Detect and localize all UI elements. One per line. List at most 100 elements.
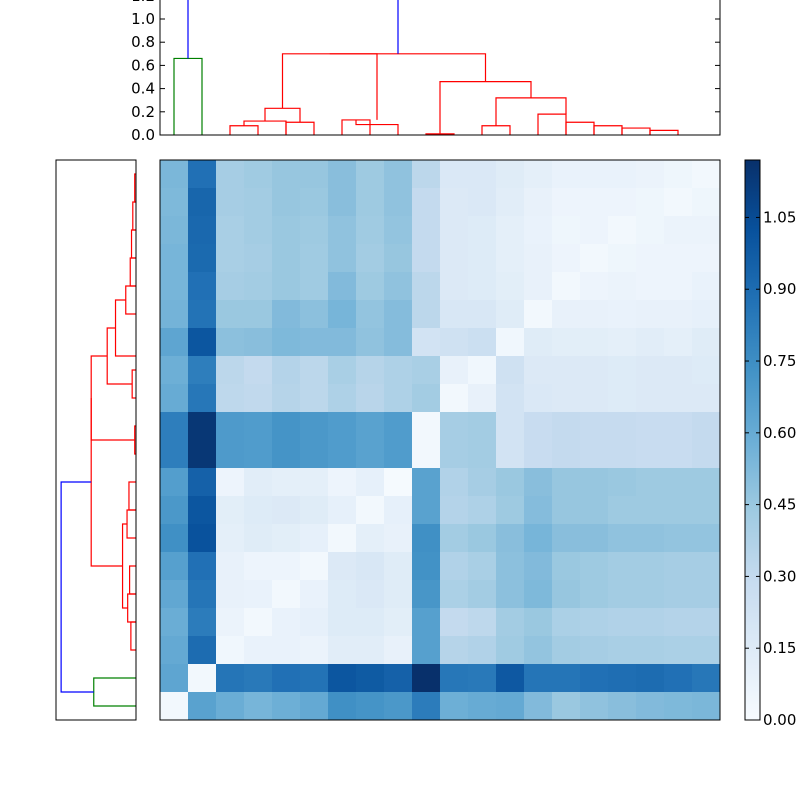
heatmap-cell <box>160 412 189 441</box>
heatmap-cell <box>300 468 329 497</box>
heatmap-cell <box>608 356 637 385</box>
heatmap-cell <box>160 244 189 273</box>
heatmap-cell <box>524 552 553 581</box>
heatmap-cell <box>244 244 273 273</box>
heatmap-cell <box>552 328 581 357</box>
heatmap-cell <box>356 524 385 553</box>
top-dendrogram: 0.0 0.2 0.4 0.6 0.8 1.0 1.2 <box>131 0 721 144</box>
heatmap-cell <box>244 608 273 637</box>
heatmap-cell <box>188 468 217 497</box>
heatmap-cell <box>328 636 357 665</box>
heatmap-cell <box>216 552 245 581</box>
heatmap-cell <box>216 328 245 357</box>
heatmap-cell <box>300 496 329 525</box>
heatmap-cell <box>496 524 525 553</box>
heatmap-cell <box>300 412 329 441</box>
heatmap-cell <box>160 188 189 217</box>
left-dendrogram-frame <box>55 159 137 721</box>
heatmap-cell <box>272 188 301 217</box>
heatmap-cell <box>608 160 637 189</box>
heatmap-cell <box>552 216 581 245</box>
heatmap-cell <box>412 608 441 637</box>
heatmap-cell <box>636 636 665 665</box>
heatmap-cell <box>328 216 357 245</box>
heatmap-cell <box>300 300 329 329</box>
heatmap-cell <box>552 496 581 525</box>
heatmap-cell <box>300 524 329 553</box>
colorbar-tick-label: 0.30 <box>763 567 796 585</box>
heatmap-cell <box>664 412 693 441</box>
heatmap-cell <box>636 524 665 553</box>
heatmap-cell <box>552 440 581 469</box>
heatmap-cell <box>384 580 413 609</box>
heatmap-cell <box>552 552 581 581</box>
top-dendrogram-ytick-label: 0.4 <box>131 80 155 98</box>
heatmap-cell <box>468 160 497 189</box>
heatmap-cell <box>580 356 609 385</box>
heatmap-cell <box>552 664 581 693</box>
heatmap-cell <box>356 188 385 217</box>
heatmap-cell <box>412 664 441 693</box>
heatmap-cell <box>664 356 693 385</box>
heatmap-cell <box>412 580 441 609</box>
heatmap-cell <box>356 468 385 497</box>
heatmap-cell <box>440 384 469 413</box>
heatmap-cell <box>216 440 245 469</box>
heatmap-cell <box>524 188 553 217</box>
heatmap-cell <box>440 692 469 721</box>
heatmap-cell <box>384 468 413 497</box>
heatmap-cell <box>160 608 189 637</box>
heatmap-cell <box>580 496 609 525</box>
top-dendrogram-link <box>187 0 399 59</box>
heatmap-cell <box>412 524 441 553</box>
heatmap-cell <box>580 160 609 189</box>
heatmap-cell <box>664 524 693 553</box>
heatmap-cell <box>356 440 385 469</box>
heatmap-cell <box>244 552 273 581</box>
heatmap-cell <box>468 608 497 637</box>
heatmap-cell <box>468 692 497 721</box>
heatmap-cell <box>300 664 329 693</box>
heatmap-cell <box>412 692 441 721</box>
colorbar-tick-label: 0.75 <box>763 352 796 370</box>
heatmap-cell <box>496 328 525 357</box>
heatmap-cell <box>580 272 609 301</box>
heatmap-cell <box>216 216 245 245</box>
heatmap-cell <box>412 272 441 301</box>
heatmap-cell <box>664 608 693 637</box>
heatmap-cell <box>468 216 497 245</box>
heatmap-cell <box>608 468 637 497</box>
heatmap-cell <box>244 160 273 189</box>
heatmap-cell <box>496 188 525 217</box>
heatmap-cell <box>356 636 385 665</box>
heatmap-cell <box>580 216 609 245</box>
heatmap-cell <box>496 692 525 721</box>
heatmap-cell <box>216 496 245 525</box>
heatmap-cell <box>468 328 497 357</box>
heatmap-cell <box>496 412 525 441</box>
heatmap-cell <box>580 384 609 413</box>
left-dendrogram-link <box>60 481 94 693</box>
heatmap-cell <box>216 356 245 385</box>
heatmap-cell <box>468 300 497 329</box>
heatmap-cell <box>636 440 665 469</box>
heatmap-cell <box>356 692 385 721</box>
heatmap-cell <box>188 300 217 329</box>
colorbar-tick-label: 0.60 <box>763 424 796 442</box>
heatmap-cell <box>440 524 469 553</box>
top-dendrogram-ytick-label: 0.6 <box>131 56 155 74</box>
top-dendrogram-ytick-label: 0.2 <box>131 103 155 121</box>
heatmap-cell <box>692 608 721 637</box>
heatmap-cell <box>524 440 553 469</box>
top-dendrogram-link <box>355 119 399 135</box>
heatmap-cell <box>496 664 525 693</box>
heatmap-cell <box>384 356 413 385</box>
heatmap-cell <box>356 356 385 385</box>
heatmap-cell <box>356 384 385 413</box>
heatmap-cell <box>272 440 301 469</box>
heatmap-cell <box>608 636 637 665</box>
heatmap-cell <box>692 468 721 497</box>
heatmap-cell <box>384 608 413 637</box>
heatmap-cell <box>552 412 581 441</box>
